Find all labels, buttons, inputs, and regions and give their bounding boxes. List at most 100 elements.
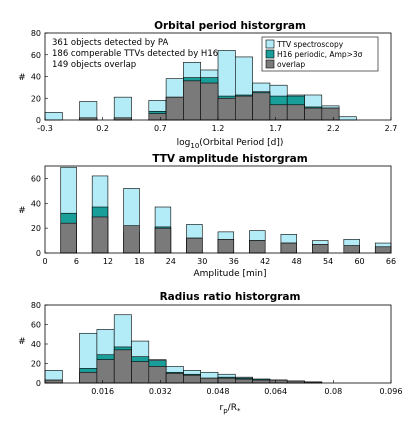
radius-ratio-bar-overlap-5: [131, 361, 150, 384]
radius-ratio-ticks: 0.016 0.032 0.048 0.064 0.08 0.096 0 20 40 60 80: [31, 301, 403, 396]
ttv-amplitude-xtick-label-4: 24: [166, 257, 176, 266]
orbital-period-bar-overlap-8: [183, 80, 201, 121]
orbital-period-ytick-label-1: 20: [31, 94, 41, 103]
orbital-period-ytick-label-0: 0: [36, 116, 41, 125]
radius-ratio-title: Radius ratio historgram: [160, 291, 301, 303]
ttv-amplitude-bar-overlap-9: [186, 237, 203, 254]
ttv-amplitude-ytick-label-0: 0: [36, 249, 41, 258]
radius-ratio-bar-overlap-4: [113, 349, 132, 384]
ttv-amplitude-bar-overlap-7: [154, 227, 172, 254]
orbital-period-bar-ttv-4: [113, 96, 132, 121]
ttv-amplitude-ytick-label-1: 20: [31, 224, 41, 233]
radius-ratio-bar-overlap-12: [252, 379, 271, 384]
radius-ratio-ytick-label-2: 40: [31, 340, 41, 349]
ttv-amplitude-xtick-label-7: 42: [260, 257, 270, 266]
radius-ratio-bar-overlap-3: [96, 359, 115, 384]
ttv-amplitude-panel: TTV amplitude historgram 0 6 12 18 24 30 36 42 4…: [18, 153, 396, 279]
ttv-amplitude-bar-overlap-21: [374, 246, 392, 254]
orbital-period-bar-ttv-17: [338, 116, 357, 121]
annotation-h16-count: 186 comperable TTVs detected by H16: [52, 49, 218, 59]
orbital-period-bar-ttv-2: [79, 101, 98, 121]
ttv-amplitude-xtick-label-11: 66: [386, 257, 396, 266]
legend: TTV spectroscopy H16 periodic, Amp>3σ ov…: [261, 36, 379, 72]
ttv-amplitude-ytick-label-3: 60: [31, 174, 41, 183]
radius-ratio-xtick-label-3: 0.064: [264, 387, 287, 396]
ttv-amplitude-bar-overlap-17: [312, 244, 329, 254]
legend-swatch-h16: [265, 49, 275, 59]
ttv-amplitude-xlabel: Amplitude [min]: [194, 269, 267, 279]
ttv-amplitude-xtick-label-9: 54: [323, 257, 333, 266]
radius-ratio-bars: [44, 314, 323, 384]
orbital-period-bar-ttv-0: [44, 112, 63, 121]
orbital-period-ytick-label-3: 60: [31, 51, 41, 60]
ttv-amplitude-bars: [60, 166, 392, 254]
orbital-period-bar-overlap-13: [269, 104, 288, 121]
orbital-period-xtick-label-0: -0.3: [37, 124, 53, 133]
radius-ratio-bar-overlap-9: [200, 377, 219, 384]
ttv-amplitude-xtick-label-2: 12: [103, 257, 113, 266]
orbital-period-panel: Orbital period historgram -0.3 0.2 0.7 1.2 1…: [18, 20, 397, 150]
radius-ratio-bar-overlap-0: [44, 379, 63, 384]
orbital-period-ytick-label-2: 40: [31, 73, 41, 82]
legend-box: [261, 36, 379, 72]
legend-label-overlap: overlap: [277, 60, 305, 69]
ttv-amplitude-bar-overlap-3: [91, 216, 109, 254]
legend-label-h16: H16 periodic, Amp>3σ: [277, 50, 363, 59]
ttv-amplitude-bar-overlap-11: [217, 239, 235, 254]
annotation-pa-count: 361 objects detected by PA: [52, 38, 168, 48]
ttv-amplitude-xtick-label-8: 48: [292, 257, 302, 266]
ttv-amplitude-xtick-label-1: 6: [74, 257, 79, 266]
orbital-period-title: Orbital period historgram: [154, 20, 306, 32]
ttv-amplitude-bar-overlap-15: [280, 242, 297, 254]
legend-swatch-overlap: [265, 59, 275, 69]
orbital-period-xtick-label-2: 0.7: [154, 124, 167, 133]
orbital-period-xtick-label-5: 2.2: [327, 124, 340, 133]
orbital-period-bar-overlap-9: [200, 82, 219, 121]
radius-ratio-bar-overlap-6: [148, 366, 167, 384]
orbital-period-bar-overlap-14: [286, 104, 305, 121]
ttv-amplitude-axes-frame: [44, 165, 392, 254]
orbital-period-xtick-label-6: 2.7: [385, 124, 398, 133]
ttv-amplitude-xtick-label-10: 60: [354, 257, 364, 266]
legend-label-ttv: TTV spectroscopy: [276, 40, 344, 49]
legend-swatch-ttv: [265, 39, 275, 49]
radius-ratio-xlabel: rp/R*: [220, 403, 241, 415]
radius-ratio-ytick-label-3: 60: [31, 321, 41, 330]
ttv-amplitude-ytick-label-2: 40: [31, 199, 41, 208]
orbital-period-bar-overlap-15: [304, 107, 323, 121]
radius-ratio-xtick-label-1: 0.032: [149, 387, 172, 396]
ttv-amplitude-ticks: 0 6 12 18 24 30 36 42 48 54 60 66 0 20 40 60: [31, 174, 396, 266]
orbital-period-bar-overlap-16: [321, 107, 340, 121]
orbital-period-bars: [44, 50, 357, 121]
ttv-amplitude-xtick-label-6: 36: [229, 257, 239, 266]
orbital-period-bar-overlap-7: [165, 96, 184, 121]
ttv-amplitude-ylabel: #: [18, 206, 26, 216]
orbital-period-ticks: -0.3 0.2 0.7 1.2 1.7 2.2 2.7 0 20 40 60 80: [31, 29, 398, 133]
orbital-period-xlabel: log10(Orbital Period [d]): [177, 138, 284, 150]
radius-ratio-bar-overlap-2: [79, 371, 98, 384]
orbital-period-ytick-label-4: 80: [31, 29, 41, 38]
radius-ratio-xtick-label-5: 0.096: [380, 387, 403, 396]
ttv-amplitude-bar-overlap-19: [343, 245, 360, 254]
orbital-period-xtick-label-3: 1.2: [212, 124, 225, 133]
radius-ratio-xtick-label-2: 0.048: [207, 387, 230, 396]
orbital-period-bar-overlap-6: [148, 113, 167, 121]
ttv-amplitude-bar-overlap-1: [60, 222, 77, 254]
orbital-period-xtick-label-4: 1.7: [269, 124, 282, 133]
radius-ratio-bar-overlap-13: [269, 379, 288, 384]
orbital-period-bar-overlap-10: [217, 97, 236, 121]
overlap-annotation: 361 objects detected by PA 186 comperabl…: [52, 38, 218, 70]
ttv-amplitude-bar-overlap-13: [249, 240, 266, 254]
orbital-period-bar-overlap-11: [235, 95, 253, 121]
radius-ratio-bar-overlap-11: [235, 378, 253, 384]
annotation-overlap-count: 149 objects overlap: [52, 60, 136, 70]
radius-ratio-ylabel: #: [18, 337, 26, 347]
radius-ratio-bar-overlap-7: [165, 372, 184, 384]
ttv-amplitude-xtick-label-3: 18: [134, 257, 144, 266]
ttv-amplitude-title: TTV amplitude historgram: [152, 153, 307, 165]
orbital-period-bar-overlap-12: [252, 92, 271, 121]
orbital-period-ylabel: #: [18, 73, 26, 83]
radius-ratio-ytick-label-4: 80: [31, 301, 41, 310]
radius-ratio-xtick-label-0: 0.016: [91, 387, 114, 396]
